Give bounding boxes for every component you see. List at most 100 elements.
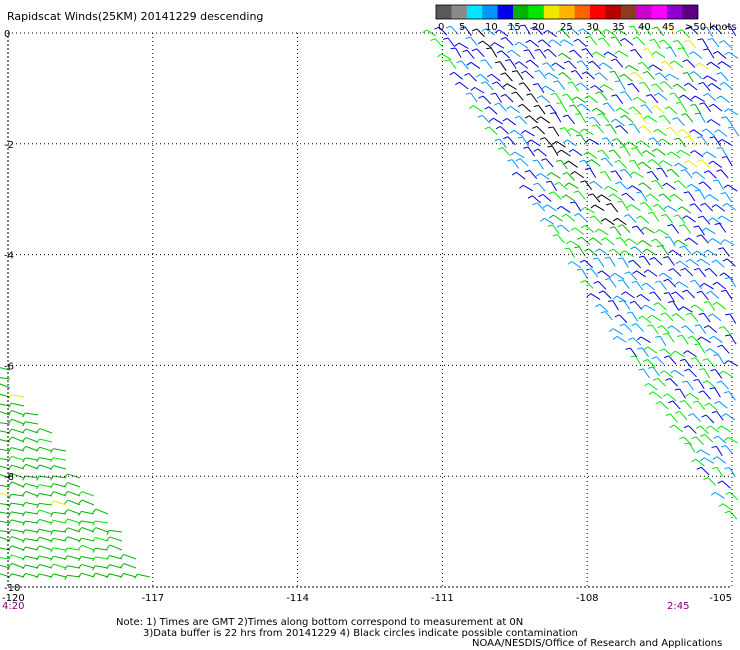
wind-barb bbox=[642, 71, 656, 80]
wind-barb bbox=[608, 193, 623, 201]
wind-barb bbox=[649, 257, 663, 266]
wind-barb bbox=[717, 425, 731, 433]
wind-barb bbox=[656, 245, 669, 256]
wind-barb bbox=[78, 555, 95, 561]
wind-barb bbox=[702, 151, 717, 159]
wind-barb bbox=[50, 519, 67, 525]
wind-barb bbox=[591, 51, 606, 59]
legend-swatch bbox=[466, 5, 483, 19]
wind-barb bbox=[561, 194, 576, 202]
wind-barb bbox=[78, 572, 95, 578]
wind-barb bbox=[699, 282, 714, 290]
wind-barb bbox=[600, 311, 613, 321]
wind-barb bbox=[541, 85, 556, 93]
legend-swatch bbox=[620, 5, 637, 19]
wind-barb bbox=[642, 359, 656, 368]
wind-barb bbox=[576, 268, 588, 279]
wind-barb bbox=[663, 355, 677, 365]
wind-barb bbox=[631, 323, 645, 332]
wind-barb bbox=[684, 368, 697, 378]
wind-barb bbox=[677, 334, 689, 345]
legend-swatch bbox=[513, 5, 529, 19]
wind-barb bbox=[78, 499, 95, 506]
wind-barb bbox=[574, 213, 588, 222]
wind-barb bbox=[561, 213, 576, 222]
wind-barb bbox=[667, 300, 680, 311]
wind-barb bbox=[36, 464, 53, 470]
wind-barb bbox=[662, 182, 676, 191]
wind-barb bbox=[663, 205, 678, 212]
wind-barb bbox=[707, 313, 722, 322]
wind-barb bbox=[576, 60, 590, 70]
wind-barb bbox=[647, 324, 659, 335]
wind-barb bbox=[489, 117, 503, 125]
legend-swatch bbox=[574, 5, 591, 19]
wind-barb bbox=[564, 182, 579, 189]
wind-barb bbox=[539, 137, 553, 147]
wind-barb bbox=[689, 279, 703, 290]
wind-barb bbox=[667, 325, 681, 333]
wind-barb bbox=[649, 38, 661, 49]
wind-barb bbox=[544, 72, 559, 80]
wind-barb bbox=[514, 61, 529, 69]
wind-barb bbox=[64, 565, 81, 571]
wind-barb bbox=[701, 227, 716, 235]
wind-barb bbox=[696, 290, 709, 301]
wind-barb bbox=[632, 36, 646, 46]
wind-barb bbox=[460, 26, 472, 36]
lon-tick-label: -117 bbox=[141, 593, 164, 604]
legend-label: 5 bbox=[459, 22, 465, 33]
wind-barb bbox=[8, 455, 25, 461]
wind-barb bbox=[542, 204, 557, 212]
legend-label: 20 bbox=[532, 22, 545, 33]
wind-barb bbox=[600, 218, 615, 226]
wind-barb bbox=[481, 28, 496, 36]
wind-barb bbox=[703, 249, 718, 257]
wind-barb bbox=[643, 346, 658, 354]
wind-barb bbox=[646, 94, 659, 104]
wind-barb bbox=[717, 480, 731, 489]
legend-label: >50 knots bbox=[685, 22, 737, 33]
wind-barb bbox=[534, 69, 547, 80]
wind-barb bbox=[50, 573, 67, 579]
wind-barb bbox=[632, 96, 647, 104]
wind-barb bbox=[724, 51, 739, 59]
wind-barb bbox=[674, 137, 686, 148]
wind-barb bbox=[538, 193, 552, 202]
wind-barb bbox=[647, 159, 661, 167]
wind-barb bbox=[64, 518, 81, 524]
wind-barb bbox=[36, 518, 53, 524]
wind-barb bbox=[50, 511, 67, 517]
wind-barb bbox=[550, 112, 562, 123]
wind-barb bbox=[601, 137, 614, 148]
wind-barb bbox=[709, 387, 721, 398]
wind-barb bbox=[721, 289, 733, 300]
wind-barb bbox=[626, 311, 639, 322]
wind-barb bbox=[520, 129, 535, 137]
wind-barb bbox=[688, 51, 703, 59]
wind-barb bbox=[464, 72, 477, 82]
wind-barb bbox=[583, 151, 598, 159]
wind-barb bbox=[92, 527, 109, 533]
wind-barb bbox=[78, 520, 95, 526]
wind-barb bbox=[507, 159, 520, 169]
wind-barb bbox=[535, 172, 550, 180]
wind-barb bbox=[679, 94, 693, 102]
axis-labels: -120 -117 -114 -111 -108 -105 0 -2 -4 -6 -8 -10 4:20… bbox=[2, 29, 732, 612]
wind-barb bbox=[700, 202, 714, 212]
wind-barb bbox=[515, 158, 529, 167]
wind-barb bbox=[527, 195, 542, 204]
wind-barb bbox=[630, 246, 644, 255]
wind-barb bbox=[641, 150, 656, 158]
wind-barb bbox=[106, 573, 123, 579]
wind-barb bbox=[559, 127, 572, 137]
wind-barb bbox=[637, 315, 652, 324]
wind-barb bbox=[674, 388, 687, 399]
wind-barbs-layer bbox=[0, 24, 740, 580]
wind-barb bbox=[92, 547, 109, 553]
wind-barb bbox=[628, 337, 642, 346]
wind-barb bbox=[556, 224, 570, 233]
wind-barb bbox=[672, 83, 687, 92]
wind-barb bbox=[586, 293, 601, 301]
wind-barb bbox=[663, 256, 675, 266]
